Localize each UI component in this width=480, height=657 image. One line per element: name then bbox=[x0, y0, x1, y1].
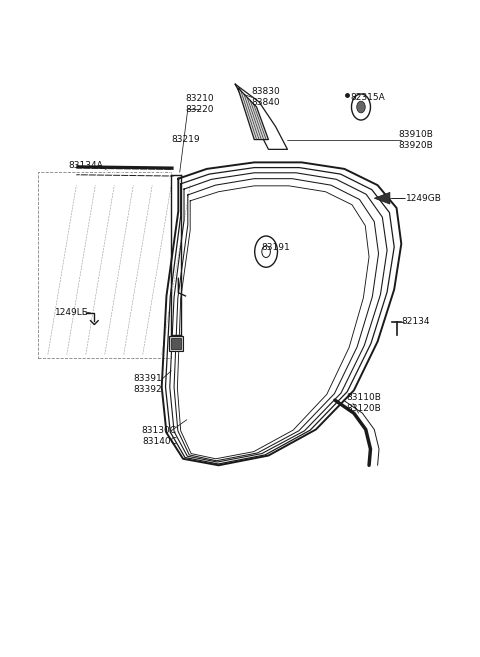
Text: 1249GB: 1249GB bbox=[406, 194, 442, 203]
Text: 83130C
83140C: 83130C 83140C bbox=[142, 426, 177, 446]
Text: 1249LE: 1249LE bbox=[55, 307, 88, 317]
FancyBboxPatch shape bbox=[169, 336, 183, 351]
Text: 82134: 82134 bbox=[401, 317, 430, 327]
Text: 83910B
83920B: 83910B 83920B bbox=[398, 129, 433, 150]
Text: 83219: 83219 bbox=[171, 135, 200, 144]
Circle shape bbox=[357, 101, 365, 113]
Polygon shape bbox=[238, 87, 268, 139]
Circle shape bbox=[351, 94, 371, 120]
Circle shape bbox=[255, 236, 277, 267]
Text: 83134A: 83134A bbox=[69, 161, 103, 170]
Polygon shape bbox=[374, 193, 390, 204]
Text: 83830
83840: 83830 83840 bbox=[252, 87, 280, 107]
Text: 83210
83220: 83210 83220 bbox=[185, 94, 214, 114]
FancyBboxPatch shape bbox=[171, 338, 180, 349]
Text: 83110B
83120B: 83110B 83120B bbox=[346, 394, 381, 413]
Text: 83391
83392: 83391 83392 bbox=[133, 374, 162, 394]
Text: 82315A: 82315A bbox=[351, 93, 385, 102]
Circle shape bbox=[262, 246, 270, 258]
Text: 83191: 83191 bbox=[261, 242, 290, 252]
